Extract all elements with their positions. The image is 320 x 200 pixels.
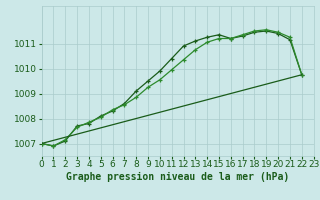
- X-axis label: Graphe pression niveau de la mer (hPa): Graphe pression niveau de la mer (hPa): [66, 172, 289, 182]
